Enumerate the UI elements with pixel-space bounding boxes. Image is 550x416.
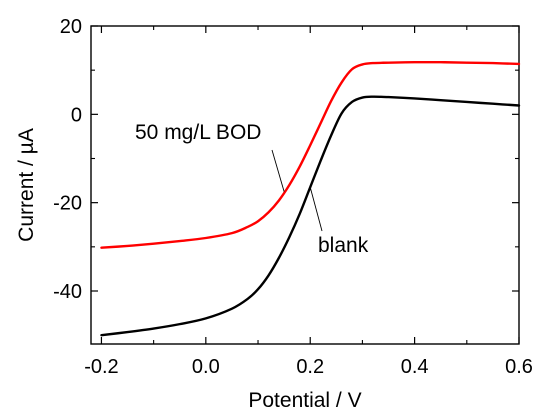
plot-frame	[90, 25, 520, 345]
annotation-leader-50-mg-l-bod	[271, 149, 285, 192]
ticks-layer	[91, 25, 520, 344]
y-tick-label: -40	[53, 281, 82, 303]
annotation-label-blank: blank	[318, 234, 369, 257]
y-axis-label: Current / µA	[15, 128, 38, 242]
y-tick-label: 0	[71, 104, 82, 126]
x-tick-label: 0.4	[401, 356, 429, 378]
series-line-50-mg-l-bod	[100, 60, 521, 249]
annotation-layer: 50 mg/L BOD blank	[135, 121, 369, 257]
annotation-label-50-mg-l-bod: 50 mg/L BOD	[135, 121, 261, 144]
x-axis-label: Potential / V	[248, 389, 361, 412]
tick-labels-layer: -0.2 0.0 0.2 0.4 0.6 -40 -20 0 20	[53, 16, 533, 378]
y-tick-label: 20	[60, 16, 82, 38]
x-tick-label: 0.2	[296, 356, 324, 378]
x-tick-label: -0.2	[84, 356, 118, 378]
x-tick-label: 0.0	[192, 356, 220, 378]
annotation-leader-blank	[309, 187, 323, 232]
y-tick-label: -20	[53, 193, 82, 215]
x-tick-label: 0.6	[505, 356, 533, 378]
